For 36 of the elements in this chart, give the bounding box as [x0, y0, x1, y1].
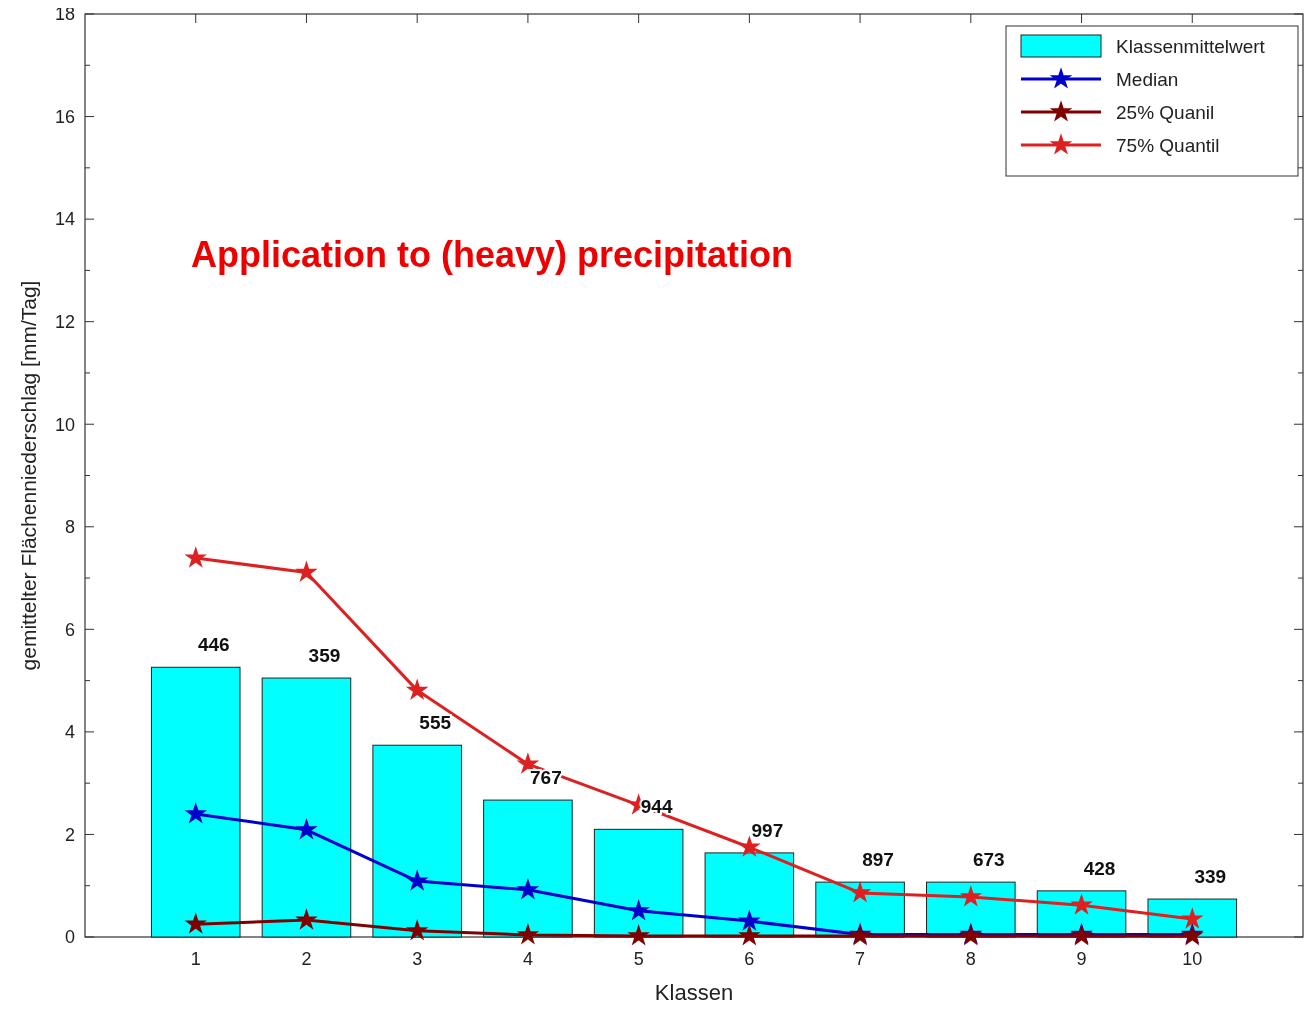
x-tick-label: 10	[1182, 949, 1203, 969]
x-tick-label: 6	[744, 949, 755, 969]
annotation: 997	[751, 819, 784, 841]
y-axis-title: gemittelter Flächenniederschlag [mm/Tag]	[17, 280, 40, 671]
annotation: 673	[972, 849, 1005, 871]
y-tick-label: 6	[64, 619, 75, 640]
annotation: 339	[1194, 866, 1227, 888]
x-tick-label: 9	[1076, 949, 1087, 969]
y-tick-label: 8	[64, 517, 75, 538]
x-axis-title: Klassen	[654, 980, 734, 1005]
annotation: 446	[197, 634, 230, 656]
y-tick-label: 18	[54, 4, 75, 25]
x-tick-label: 2	[301, 949, 312, 969]
annotation: Application to (heavy) precipitation	[191, 234, 794, 275]
y-tick-label: 10	[54, 414, 75, 435]
x-tick-label: 7	[855, 949, 866, 969]
y-tick-label: 14	[54, 209, 75, 230]
y-tick-label: 16	[54, 106, 75, 127]
x-tick-label: 8	[965, 949, 976, 969]
x-tick-label: 4	[522, 949, 533, 969]
annotation: 428	[1083, 857, 1116, 879]
y-tick-label: 2	[64, 824, 75, 845]
legend-label: Median	[1116, 68, 1179, 90]
annotation: 359	[308, 645, 341, 667]
annotation: 897	[862, 849, 894, 871]
x-tick-label: 3	[412, 949, 423, 969]
x-tick-label: 1	[190, 949, 201, 969]
y-tick-label: 0	[64, 927, 75, 948]
legend-label: 25% Quanil	[1116, 101, 1215, 123]
annotation: 555	[419, 712, 452, 734]
y-tick-label: 4	[64, 722, 75, 743]
legend-label: 75% Quantil	[1116, 134, 1220, 156]
annotation: 767	[530, 767, 562, 789]
x-tick-label: 5	[633, 949, 644, 969]
y-tick-label: 12	[54, 311, 75, 332]
legend-label: Klassenmittelwert	[1116, 35, 1266, 57]
